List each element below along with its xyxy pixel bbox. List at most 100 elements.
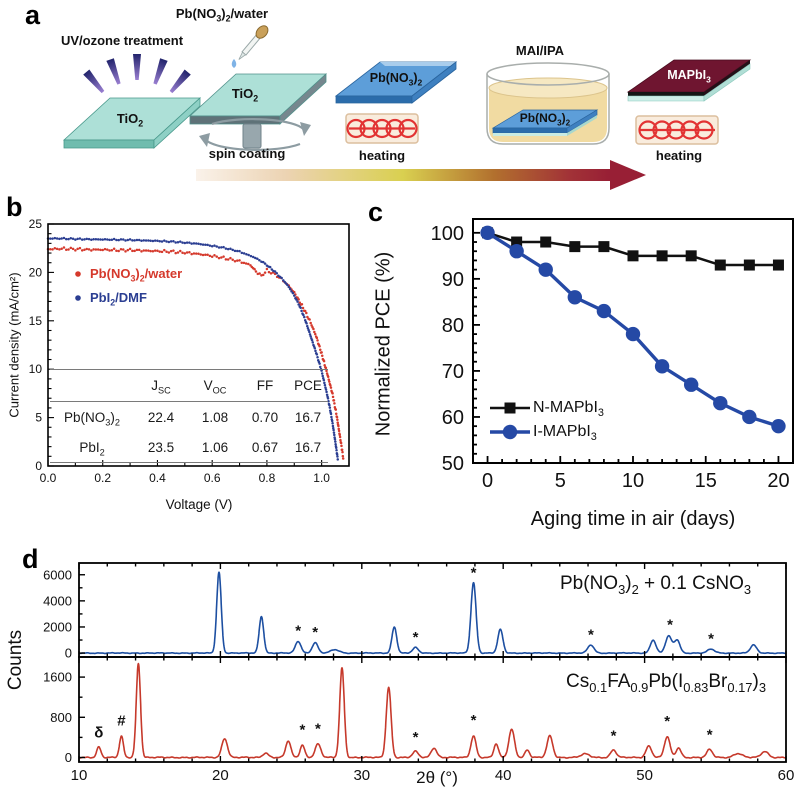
table-row: Pb(NO3)2 22.4 1.08 0.70 16.7: [50, 402, 328, 432]
svg-text:50: 50: [442, 453, 464, 475]
svg-text:0.2: 0.2: [94, 471, 111, 485]
svg-text:0: 0: [35, 459, 42, 473]
svg-text:0.4: 0.4: [149, 471, 166, 485]
panel-c-label: c: [368, 197, 384, 227]
svg-text:*: *: [312, 624, 318, 641]
svg-text:5: 5: [555, 470, 566, 492]
svg-text:0: 0: [482, 470, 493, 492]
svg-text:60: 60: [442, 407, 464, 429]
mapbi3-slab: [626, 59, 752, 102]
pbno3-water-caption: Pb(NO3)2/water: [175, 6, 269, 24]
stability-legend-markers: [490, 402, 530, 440]
jv-legend-markers: [75, 271, 81, 301]
spin-coating-caption: spin coating: [208, 146, 286, 161]
svg-text:80: 80: [442, 315, 464, 337]
svg-text:4000: 4000: [43, 593, 72, 608]
svg-text:5: 5: [35, 411, 42, 425]
stability-chart: 0 5 10 15 20 50 60 70 80 90 100: [431, 218, 794, 492]
jv-plot-frame: [47, 223, 350, 467]
xrd-subplot-1: δ # * * * * * * *: [78, 656, 787, 763]
svg-text:#: #: [117, 712, 126, 729]
process-schematic: [62, 25, 752, 190]
jv-series-1: [46, 236, 340, 461]
svg-text:*: *: [299, 721, 305, 738]
uv-ozone-caption: UV/ozone treatment: [60, 33, 184, 48]
table-cell: 16.7: [294, 409, 322, 425]
jv-series-0: [46, 246, 345, 460]
xrd-frame-1: [78, 656, 787, 763]
svg-text:60: 60: [778, 767, 795, 784]
svg-text:0.6: 0.6: [204, 471, 221, 485]
xrd-chart: * * * * * * * 0 2000 4000 6000 δ # * * * * * * * 0 800 1600 10 2…: [43, 562, 795, 784]
panel-a-label: a: [25, 0, 41, 30]
xrd-trace-0: [78, 571, 787, 655]
jv-x-axis-title: Voltage (V): [165, 497, 233, 512]
table-cell: 0.67: [251, 439, 279, 455]
pbno3-film-slab: [334, 61, 458, 104]
svg-text:*: *: [588, 626, 594, 643]
svg-text:*: *: [664, 713, 670, 730]
table-cell: 1.06: [201, 439, 229, 455]
svg-text:25: 25: [29, 217, 43, 231]
tio2-label-1: TiO2: [116, 111, 144, 129]
table-row: PbI2 23.5 1.06 0.67 16.7: [50, 432, 328, 462]
svg-text:15: 15: [695, 470, 717, 492]
svg-text:70: 70: [442, 361, 464, 383]
process-arrow-icon: [196, 160, 646, 190]
xrd-x-axis-title: 2θ (°): [416, 768, 458, 787]
svg-text:*: *: [413, 729, 419, 746]
svg-text:1.0: 1.0: [313, 471, 330, 485]
table-header-cell: JSC: [151, 378, 171, 396]
stability-y-axis-title: Normalized PCE (%): [372, 251, 395, 437]
stability-legend-item-i: I-MAPbI3: [533, 423, 597, 444]
uv-rays-icon: [83, 54, 191, 95]
xrd-trace-label-top: Pb(NO3)2 + 0.1 CsNO3: [560, 573, 752, 597]
table-cell: 0.70: [251, 409, 279, 425]
svg-text:*: *: [611, 727, 617, 744]
stability-series-0: [482, 227, 784, 271]
table-cell: 16.7: [294, 439, 322, 455]
svg-text:10: 10: [29, 362, 43, 376]
svg-text:*: *: [413, 629, 419, 646]
beaker-icon: [486, 62, 610, 145]
jv-y-axis-title: Current density (mA/cm²): [6, 272, 22, 418]
svg-text:0.0: 0.0: [40, 471, 57, 485]
heating-caption-1: heating: [358, 148, 406, 163]
hotplate-2-icon: [635, 115, 719, 145]
svg-text:100: 100: [431, 223, 464, 245]
table-cell: PbI2: [79, 439, 105, 458]
stability-x-axis-title: Aging time in air (days): [530, 508, 736, 530]
table-cell: 23.5: [147, 439, 175, 455]
stability-plot-frame: [472, 218, 794, 464]
svg-text:30: 30: [353, 767, 370, 784]
svg-text:0: 0: [65, 750, 72, 765]
stability-series-1: [480, 225, 786, 434]
xrd-trace-1: [78, 662, 787, 759]
svg-text:δ: δ: [94, 724, 103, 741]
table-cell: Pb(NO3)2: [64, 409, 120, 428]
tio2-label-2: TiO2: [231, 86, 259, 104]
jv-chart: 0.0 0.2 0.4 0.6 0.8 1.0 0 5 10 15 20 25: [29, 217, 350, 485]
table-header-row: JSC VOC FF PCE: [50, 370, 328, 402]
tio2-substrate-1: [62, 97, 202, 149]
table-cell: 1.08: [201, 409, 229, 425]
table-cell: 22.4: [147, 409, 175, 425]
svg-text:2000: 2000: [43, 619, 72, 634]
table-header-cell: FF: [256, 378, 274, 393]
panel-d-label: d: [22, 544, 39, 574]
stability-legend-item-n: N-MAPbI3: [533, 399, 604, 420]
panel-b-label: b: [6, 192, 23, 222]
beaker-film-label: Pb(NO3)2: [519, 111, 571, 128]
svg-text:*: *: [295, 622, 301, 639]
jv-parameters-table: JSC VOC FF PCE Pb(NO3)2 22.4 1.08 0.70 1…: [50, 369, 328, 463]
svg-text:*: *: [315, 720, 321, 737]
svg-text:90: 90: [442, 269, 464, 291]
mai-ipa-caption: MAI/IPA: [515, 43, 565, 58]
svg-text:0: 0: [65, 646, 72, 661]
hotplate-1-icon: [345, 113, 419, 144]
mapbi3-label: MAPbI3: [667, 68, 711, 85]
svg-text:*: *: [471, 564, 477, 581]
svg-text:10: 10: [622, 470, 644, 492]
table-header-cell: PCE: [294, 378, 322, 393]
svg-text:*: *: [667, 617, 673, 634]
